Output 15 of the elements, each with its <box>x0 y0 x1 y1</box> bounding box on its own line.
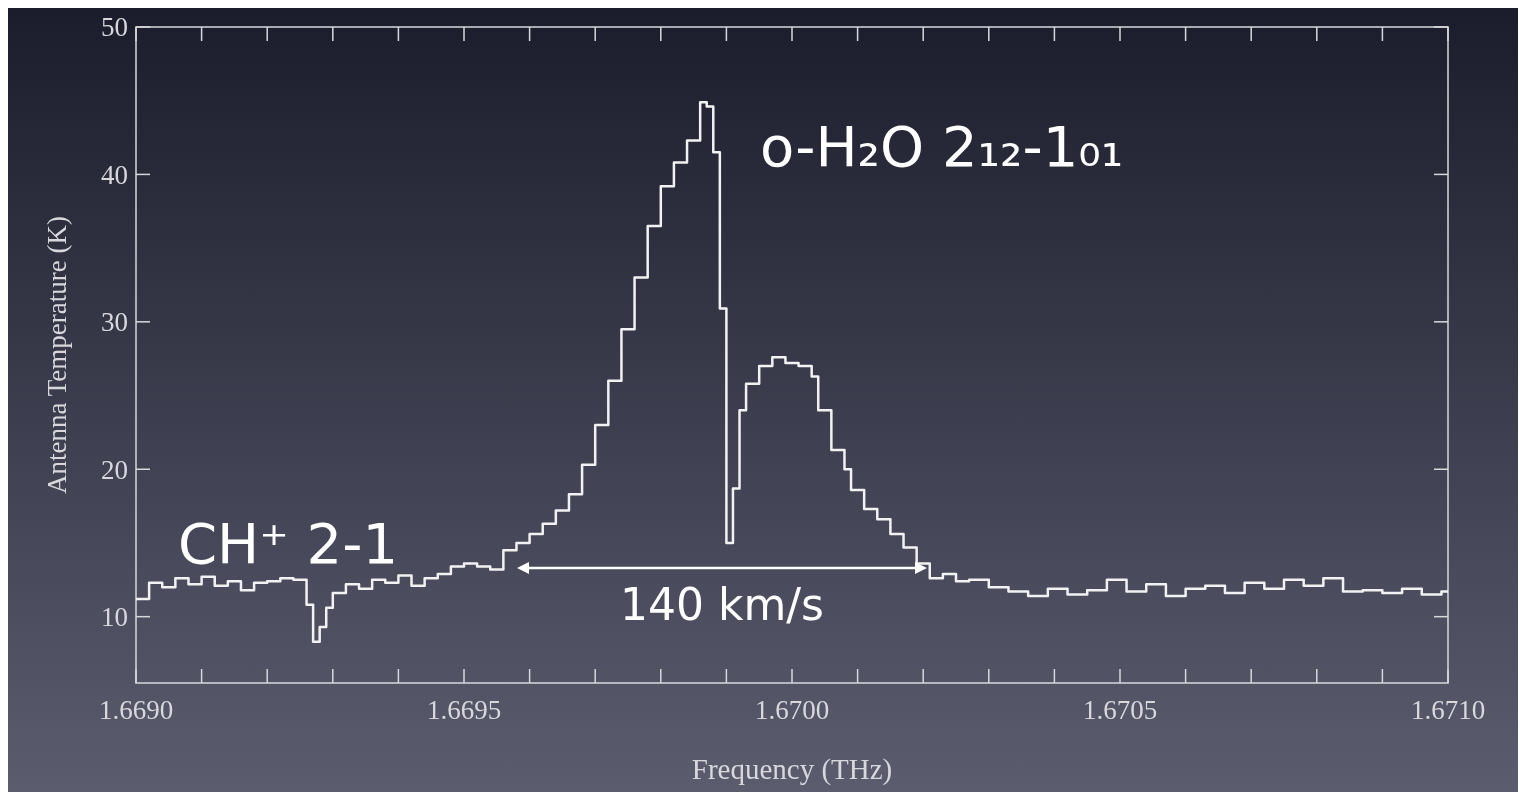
x-tick-label: 1.6710 <box>1410 695 1486 725</box>
x-axis-title: Frequency (THz) <box>691 753 893 786</box>
x-tick-label: 1.6700 <box>754 695 830 725</box>
y-axis-title: Antenna Temperature (K) <box>42 216 72 494</box>
annotation: 140 km/s <box>619 579 825 630</box>
x-tick-label: 1.6695 <box>426 695 502 725</box>
y-tick-label: 10 <box>101 602 128 633</box>
x-tick-label: 1.6705 <box>1082 695 1158 725</box>
annotation: CH⁺ 2-1 <box>178 511 399 576</box>
y-tick-label: 30 <box>101 307 128 338</box>
annotation: o-H₂O 2₁₂-1₀₁ <box>760 114 1124 179</box>
y-tick-label: 20 <box>101 454 128 485</box>
x-tick-label: 1.6690 <box>98 695 174 725</box>
y-tick-label: 40 <box>101 159 128 190</box>
y-tick-label: 50 <box>101 12 128 43</box>
